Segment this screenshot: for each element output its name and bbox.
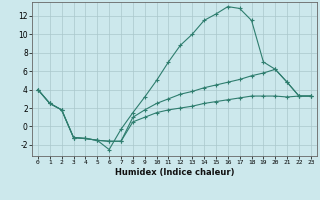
- X-axis label: Humidex (Indice chaleur): Humidex (Indice chaleur): [115, 168, 234, 177]
